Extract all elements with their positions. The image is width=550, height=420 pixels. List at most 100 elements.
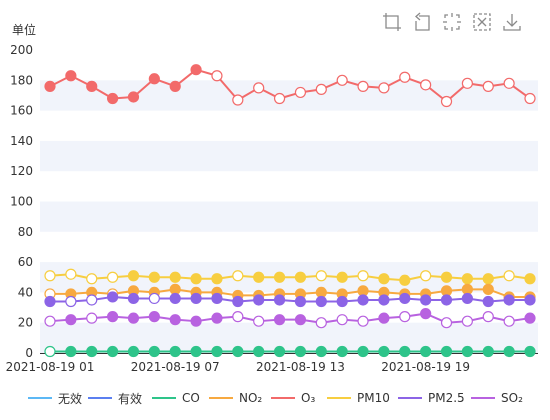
- data-point: [378, 345, 390, 358]
- data-point: [461, 345, 473, 358]
- data-point: [399, 71, 411, 83]
- data-point: [273, 314, 286, 326]
- data-point: [378, 273, 390, 285]
- x-tick-label: 2021-08-19 07: [131, 360, 220, 374]
- legend-item-valid[interactable]: 有效: [88, 388, 142, 408]
- chart-toolbox: [381, 11, 523, 33]
- legend-item-pm10[interactable]: PM10: [327, 388, 390, 408]
- y-tick-label: 200: [10, 43, 33, 57]
- data-point: [65, 314, 77, 326]
- data-point: [357, 345, 369, 358]
- data-point: [461, 273, 473, 285]
- data-point: [503, 270, 515, 282]
- data-point: [315, 295, 327, 308]
- zoom-select-icon[interactable]: [381, 11, 403, 33]
- data-point: [461, 77, 473, 89]
- data-point: [107, 92, 119, 105]
- data-point: [65, 70, 77, 82]
- legend-item-co[interactable]: CO: [152, 388, 200, 408]
- data-point: [107, 345, 119, 358]
- data-point: [378, 82, 390, 94]
- x-tick-label: 2021-08-19 01: [6, 360, 95, 374]
- x-tick-label: 2021-08-19 19: [381, 360, 470, 374]
- data-point: [399, 292, 411, 305]
- data-point: [86, 312, 98, 324]
- data-point: [461, 292, 473, 305]
- data-point: [420, 294, 432, 306]
- y-axis-label: 单位: [12, 23, 37, 37]
- data-point: [107, 271, 119, 283]
- data-point: [399, 345, 411, 358]
- save-image-icon[interactable]: [501, 11, 523, 33]
- data-point: [503, 315, 515, 327]
- y-tick-label: 140: [10, 134, 33, 148]
- legend-label: 有效: [118, 391, 143, 406]
- legend-item-pm25[interactable]: PM2.5: [398, 388, 465, 408]
- legend-item-o3[interactable]: O₃: [271, 388, 315, 408]
- data-point: [169, 80, 181, 92]
- data-point: [336, 345, 348, 358]
- data-point: [440, 271, 453, 283]
- data-point: [524, 273, 536, 285]
- data-point: [169, 271, 181, 283]
- legend-label: O₃: [301, 391, 316, 405]
- legend-item-no2[interactable]: NO₂: [209, 388, 262, 408]
- data-point: [65, 345, 77, 358]
- data-point: [65, 268, 77, 280]
- data-point: [357, 315, 369, 327]
- legend-item-invalid[interactable]: 无效: [28, 388, 82, 408]
- legend-label: PM10: [357, 391, 390, 405]
- data-point: [336, 314, 348, 326]
- data-point: [482, 80, 494, 92]
- data-point: [65, 295, 77, 308]
- data-point: [482, 311, 494, 323]
- data-point: [524, 345, 536, 358]
- data-point: [127, 312, 140, 324]
- data-point: [253, 345, 265, 358]
- y-tick-label: 60: [18, 255, 33, 269]
- data-point: [378, 294, 390, 306]
- data-point: [232, 295, 244, 308]
- restore-icon[interactable]: [441, 11, 463, 33]
- data-point: [399, 274, 411, 286]
- chart-legend: 无效 有效 CO NO₂ O₃ PM10 PM2.5 SO₂: [0, 388, 550, 408]
- data-point: [294, 314, 307, 326]
- data-point: [232, 311, 244, 323]
- data-point: [273, 345, 286, 358]
- data-point: [503, 77, 515, 89]
- data-point: [253, 315, 265, 327]
- data-point: [190, 292, 202, 305]
- legend-swatch: [271, 397, 295, 399]
- data-point: [357, 270, 369, 282]
- zoom-reset-icon[interactable]: [411, 11, 433, 33]
- legend-swatch: [28, 397, 52, 399]
- y-tick-label: 100: [10, 195, 33, 209]
- data-point: [420, 270, 432, 282]
- data-point: [127, 270, 140, 282]
- legend-swatch: [398, 397, 422, 399]
- series-line: [50, 295, 530, 303]
- data-point: [232, 270, 244, 282]
- data-point: [253, 294, 265, 306]
- legend-swatch: [152, 397, 176, 399]
- data-point: [44, 270, 56, 282]
- data-point: [211, 292, 223, 305]
- legend-item-so2[interactable]: SO₂: [471, 388, 523, 408]
- data-point: [44, 295, 56, 308]
- data-point: [211, 312, 223, 324]
- data-point: [357, 294, 369, 306]
- y-tick-label: 40: [18, 285, 33, 299]
- data-point: [315, 317, 327, 329]
- data-point: [127, 91, 140, 103]
- data-point: [315, 345, 327, 358]
- data-point: [44, 315, 56, 327]
- data-point: [294, 271, 307, 283]
- data-view-icon[interactable]: [471, 11, 493, 33]
- data-point: [148, 73, 160, 85]
- data-point: [190, 345, 202, 358]
- data-point: [440, 95, 453, 108]
- data-point: [148, 345, 160, 358]
- data-point: [148, 311, 160, 323]
- legend-label: SO₂: [501, 391, 523, 405]
